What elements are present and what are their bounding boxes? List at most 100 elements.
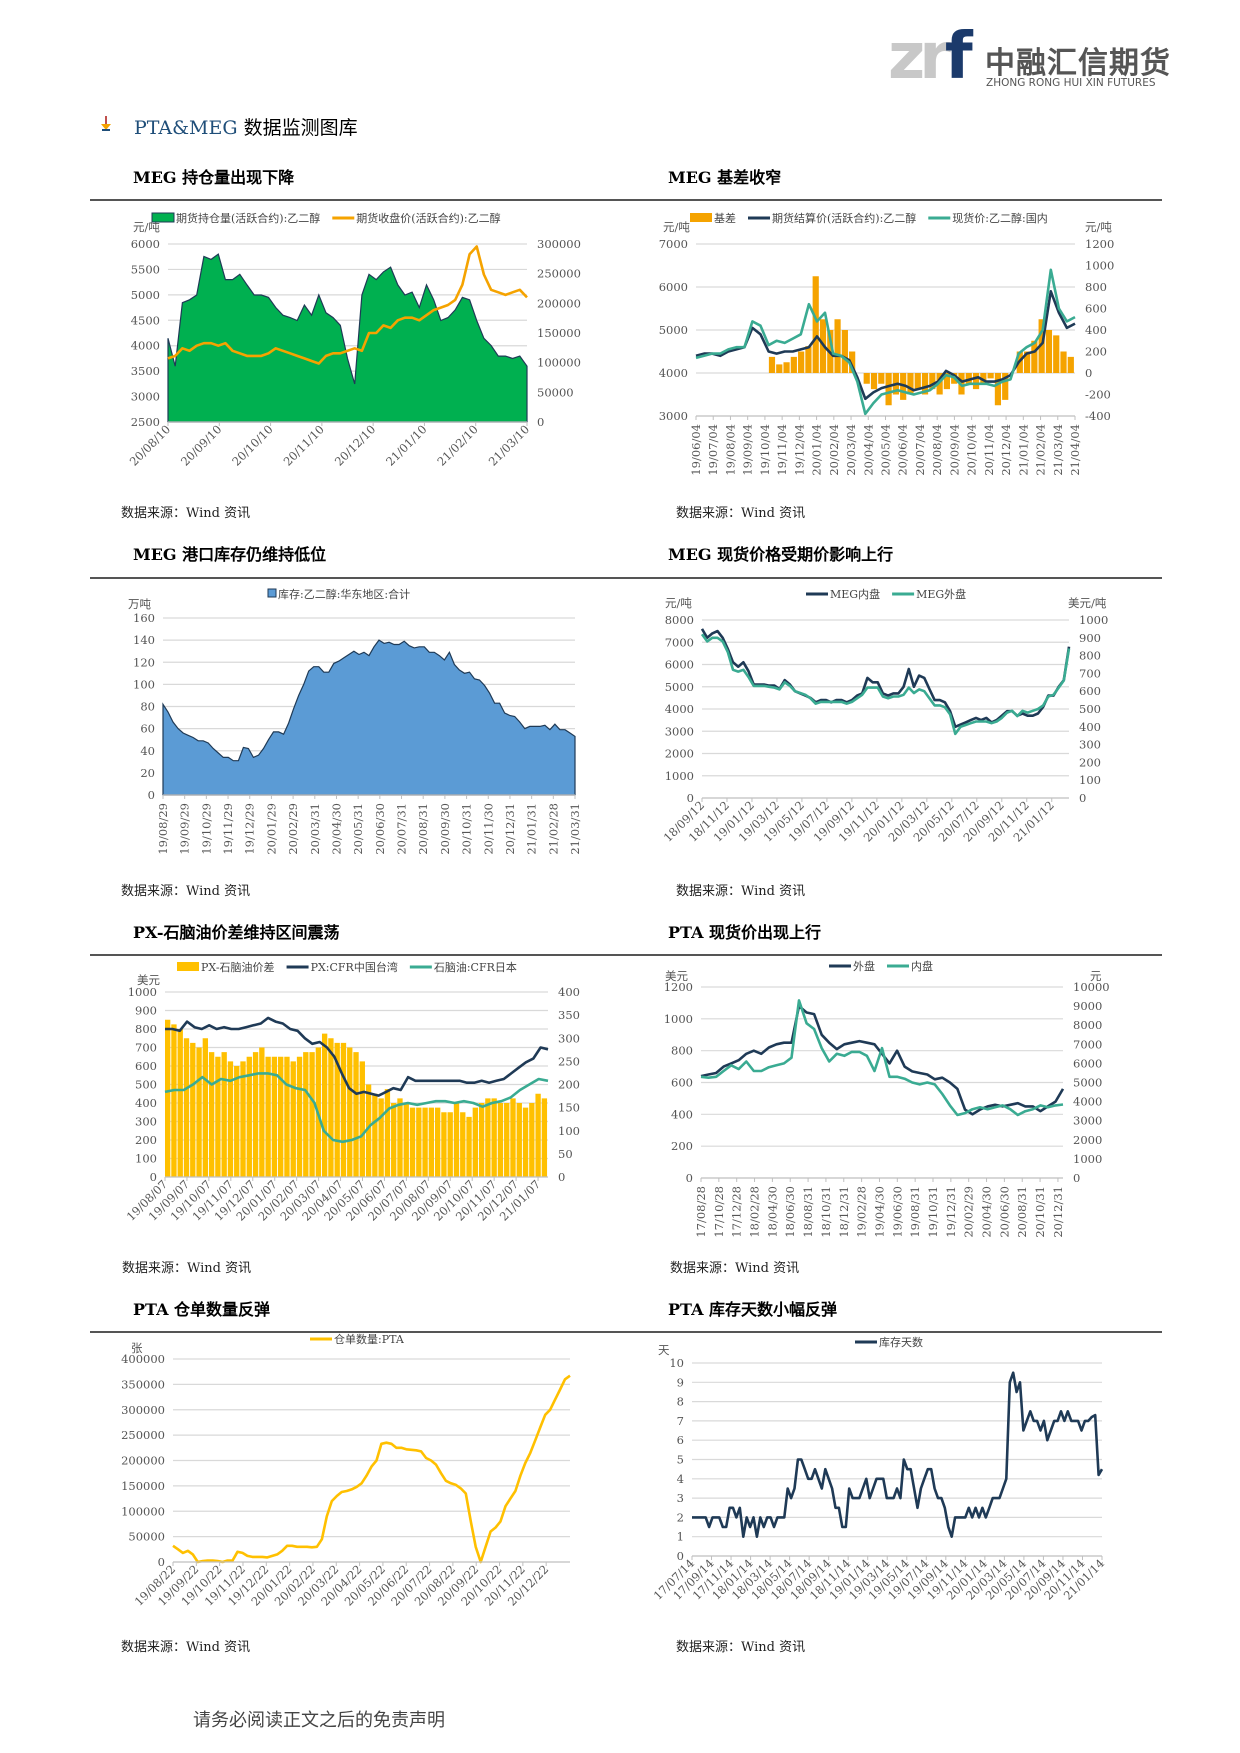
bar xyxy=(403,1103,409,1177)
bar xyxy=(252,1052,259,1177)
bar xyxy=(994,373,1002,406)
y-tick-label-left: 400 xyxy=(671,1107,693,1121)
y-axis-unit-right: 美元/吨 xyxy=(1068,596,1107,610)
y-tick-label-left: 400000 xyxy=(121,1352,165,1366)
bar xyxy=(227,1061,234,1177)
y-tick-label-left: 6 xyxy=(677,1433,684,1447)
y-tick-label-right: 300 xyxy=(558,1031,580,1045)
bar xyxy=(265,1056,271,1177)
y-tick-label-right: 250000 xyxy=(537,267,581,281)
y-tick-label-left: 50000 xyxy=(128,1530,165,1544)
y-tick-label-left: 400 xyxy=(135,1096,157,1110)
y-tick-label-left: 100 xyxy=(133,677,155,691)
x-tick-label: 20/12/10 xyxy=(332,422,378,468)
legend-label: PX:CFR中国台湾 xyxy=(311,960,398,974)
bar xyxy=(290,1061,296,1177)
x-tick-label: 18/08/31 xyxy=(801,1186,815,1238)
y-tick-label-right: 1000 xyxy=(1079,613,1108,627)
y-tick-label-left: 7000 xyxy=(665,635,694,649)
panel-title: PTA 现货价出现上行 xyxy=(668,923,822,942)
x-tick-label: 20/12/31 xyxy=(503,803,517,855)
y-tick-label-left: 7000 xyxy=(659,237,688,251)
y-tick-label-left: 6000 xyxy=(659,280,688,294)
chart-5: 0 100 200 300 400 500 600 700 800 900 1000 0 50 100 15… xyxy=(124,960,580,1224)
x-tick-label: 20/02/04 xyxy=(827,424,841,476)
y-tick-label-left: 3000 xyxy=(665,724,694,738)
x-tick-label: 19/07/04 xyxy=(706,424,720,476)
x-tick-label: 20/06/04 xyxy=(896,424,910,476)
bar xyxy=(914,373,921,390)
x-tick-label: 18/06/30 xyxy=(783,1186,797,1238)
legend-swatch xyxy=(267,588,277,598)
y-tick-label-left: 100 xyxy=(135,1152,157,1166)
legend-label: 外盘 xyxy=(853,959,875,973)
bar xyxy=(497,1103,504,1177)
legend-label: 库存天数 xyxy=(879,1335,923,1349)
y-tick-label-left: 8000 xyxy=(665,613,694,627)
y-tick-label-right: 900 xyxy=(1079,631,1101,645)
x-tick-label: 20/12/04 xyxy=(999,424,1013,476)
y-tick-label-right: 6000 xyxy=(1073,1056,1102,1070)
bar xyxy=(271,1056,278,1177)
x-tick-label: 20/11/10 xyxy=(281,422,327,468)
x-tick-label: 21/02/28 xyxy=(546,803,560,855)
area-series xyxy=(162,639,576,796)
bar xyxy=(849,351,856,373)
bar xyxy=(353,1052,359,1177)
y-tick-label-left: 3500 xyxy=(131,364,160,378)
y-tick-label-right: 1000 xyxy=(1073,1152,1102,1166)
data-source: 数据来源：Wind 资讯 xyxy=(670,1261,800,1276)
x-tick-label: 20/03/31 xyxy=(308,803,322,855)
x-tick-label: 18/02/28 xyxy=(748,1186,762,1238)
bar xyxy=(259,1047,265,1177)
x-tick-label: 20/10/10 xyxy=(229,422,275,468)
bar xyxy=(202,1038,209,1177)
bar xyxy=(422,1107,428,1177)
x-tick-label: 20/11/30 xyxy=(481,803,495,855)
y-tick-label-left: 600 xyxy=(671,1076,693,1090)
y-tick-label-right: 400 xyxy=(558,985,580,999)
bar xyxy=(972,373,980,390)
x-tick-label: 21/02/10 xyxy=(434,422,480,468)
x-tick-label: 21/04/04 xyxy=(1068,424,1082,476)
y-tick-label-left: 3000 xyxy=(131,390,160,404)
y-tick-label-left: 200 xyxy=(671,1139,693,1153)
x-tick-label: 20/08/31 xyxy=(416,803,430,855)
bar xyxy=(783,362,790,373)
bar xyxy=(768,356,776,373)
bar xyxy=(798,351,805,373)
legend-label: 期货收盘价(活跃合约):乙二醇 xyxy=(356,211,500,225)
y-tick-label-left: 9 xyxy=(677,1375,684,1389)
x-tick-label: 19/11/29 xyxy=(221,803,235,855)
y-tick-label-left: 900 xyxy=(135,1004,157,1018)
y-tick-label-left: 80 xyxy=(140,700,155,714)
x-tick-label: 20/12/31 xyxy=(1051,1186,1065,1238)
x-tick-label: 19/06/30 xyxy=(890,1186,904,1238)
y-tick-label-left: 1000 xyxy=(128,985,157,999)
x-tick-label: 20/11/04 xyxy=(982,424,996,476)
data-source: 数据来源：Wind 资讯 xyxy=(121,506,251,521)
bar xyxy=(485,1098,491,1177)
x-tick-label: 19/11/04 xyxy=(775,424,789,476)
y-tick-label-left: 300000 xyxy=(121,1403,165,1417)
bar xyxy=(504,1103,510,1177)
line-series xyxy=(167,245,528,365)
y-tick-label-right: 50 xyxy=(558,1147,573,1161)
y-tick-label-left: 6000 xyxy=(131,237,160,251)
x-tick-label: 20/02/29 xyxy=(962,1186,976,1238)
bar xyxy=(284,1056,290,1177)
x-tick-label: 20/01/04 xyxy=(810,424,824,476)
y-tick-label-left: 0 xyxy=(148,788,155,802)
y-tick-label-left: 7 xyxy=(677,1414,684,1428)
y-tick-label-left: 1000 xyxy=(665,769,694,783)
x-tick-label: 19/10/31 xyxy=(926,1186,940,1238)
bar xyxy=(516,1103,522,1177)
y-tick-label-left: 5000 xyxy=(665,680,694,694)
y-tick-label-left: 0 xyxy=(686,1171,693,1185)
bar xyxy=(812,276,819,373)
y-tick-label-left: 60 xyxy=(140,722,155,736)
y-tick-label-left: 300 xyxy=(135,1115,157,1129)
bar xyxy=(1031,340,1038,373)
y-tick-label-left: 1200 xyxy=(664,980,693,994)
x-tick-label: 21/01/31 xyxy=(525,803,539,855)
